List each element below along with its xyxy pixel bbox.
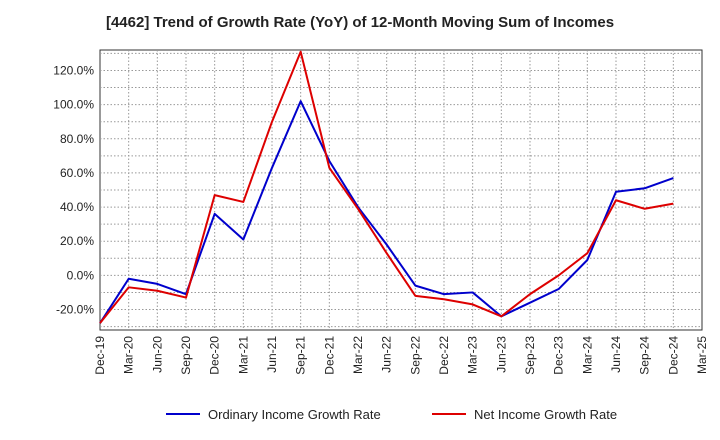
x-tick-label: Mar-23: [466, 336, 480, 374]
x-tick-label: Dec-21: [322, 336, 336, 375]
y-tick-label: -20.0%: [56, 303, 94, 317]
x-tick-label: Mar-20: [122, 336, 136, 374]
x-tick-label: Dec-22: [437, 336, 451, 375]
y-tick-label: 80.0%: [60, 132, 94, 146]
x-tick-label: Jun-21: [265, 336, 279, 373]
x-tick-label: Mar-25: [695, 336, 709, 374]
x-tick-label: Dec-23: [552, 336, 566, 375]
y-tick-label: 0.0%: [67, 268, 95, 282]
x-tick-label: Sep-23: [523, 336, 537, 375]
x-tick-label: Sep-21: [294, 336, 308, 375]
series-line-net-income-growth-rate: [99, 50, 674, 324]
x-tick-label: Jun-22: [380, 336, 394, 373]
y-tick-label: 120.0%: [53, 63, 94, 77]
x-tick-label: Sep-22: [408, 336, 422, 375]
series-layer: [99, 50, 674, 324]
x-tick-label: Mar-22: [351, 336, 365, 374]
y-tick-label: 20.0%: [60, 234, 94, 248]
x-tick-label: Jun-20: [150, 336, 164, 373]
chart-title: [4462] Trend of Growth Rate (YoY) of 12-…: [105, 14, 615, 31]
y-tick-label: 40.0%: [60, 200, 94, 214]
legend-label: Ordinary Income Growth Rate: [208, 407, 381, 422]
x-tick-label: Sep-24: [638, 336, 652, 375]
series-line-ordinary-income-growth-rate: [99, 100, 674, 324]
x-tick-label: Jun-23: [494, 336, 508, 373]
x-tick-label: Sep-20: [179, 336, 193, 375]
legend-label: Net Income Growth Rate: [474, 407, 617, 422]
y-tick-label: 100.0%: [53, 98, 94, 112]
legend: Ordinary Income Growth Rate Net Income Gr…: [166, 407, 617, 422]
x-tick-label: Dec-24: [666, 336, 680, 375]
y-tick-label: 60.0%: [60, 166, 94, 180]
y-axis-tick-labels: -20.0% 0.0% 20.0% 40.0% 60.0% 80.0% 100.0% 120.…: [53, 63, 94, 316]
x-tick-label: Jun-24: [609, 336, 623, 373]
x-tick-label: Dec-20: [208, 336, 222, 375]
x-axis-tick-labels: Dec-19 Mar-20 Jun-20 Sep-20 Dec-20 Mar-21 Jun-…: [93, 336, 709, 375]
x-tick-label: Mar-24: [580, 336, 594, 374]
x-tick-label: Mar-21: [236, 336, 250, 374]
grid-layer: [100, 50, 702, 330]
x-tick-label: Dec-19: [93, 336, 107, 375]
